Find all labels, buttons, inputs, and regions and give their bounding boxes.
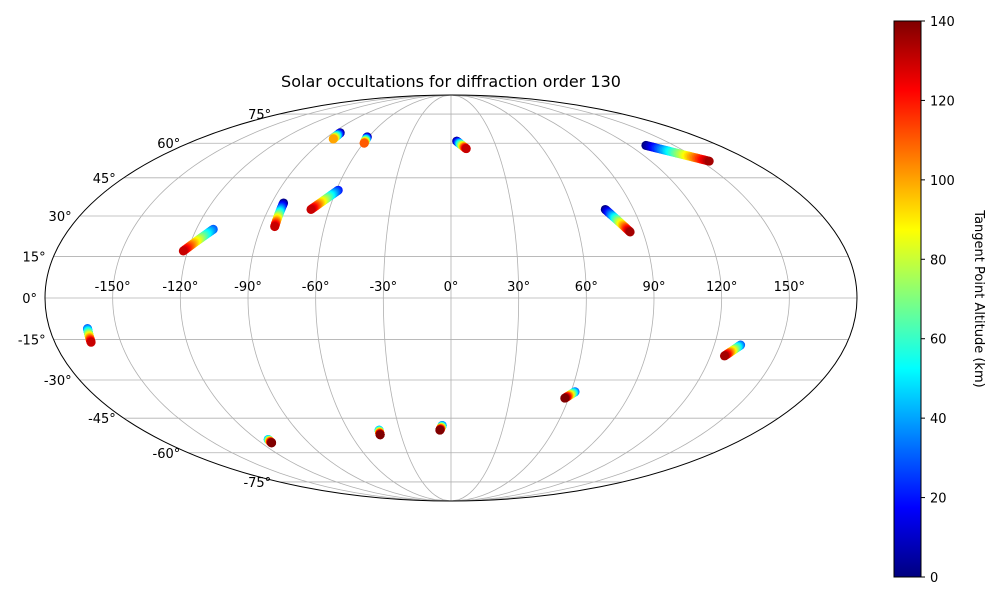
data-point <box>306 204 316 214</box>
data-point <box>375 430 385 440</box>
x-tick-label: -60° <box>302 280 330 295</box>
data-points <box>83 128 746 448</box>
data-point <box>86 337 96 347</box>
y-tick-label: -15° <box>18 334 46 349</box>
data-point <box>435 425 445 435</box>
data-point <box>270 222 280 232</box>
data-point <box>359 138 369 148</box>
colorbar-label: Tangent Point Altitude (km) <box>971 209 986 387</box>
colorbar-tick-label: 100 <box>930 174 955 189</box>
colorbar-tick-label: 0 <box>930 571 938 586</box>
colorbar-ticks: 0 20 40 60 80 100 120 140 <box>921 15 955 586</box>
y-tick-label: 30° <box>49 210 72 225</box>
data-point <box>704 156 714 166</box>
y-tick-label: 15° <box>23 250 46 265</box>
gridlines <box>45 95 857 501</box>
x-tick-label: 150° <box>774 280 805 295</box>
map-outline <box>44 94 858 502</box>
chart-title: Solar occultations for diffraction order… <box>281 72 621 91</box>
x-tick-label: 60° <box>575 280 598 295</box>
x-tick-label: -90° <box>234 280 262 295</box>
y-tick-label: -75° <box>243 476 271 491</box>
x-tick-label: 120° <box>706 280 737 295</box>
y-tick-label: -60° <box>153 447 181 462</box>
data-point <box>719 351 729 361</box>
x-tick-label: -120° <box>162 280 198 295</box>
data-point <box>267 438 277 448</box>
colorbar-tick-label: 40 <box>930 412 947 427</box>
colorbar-tick-label: 120 <box>930 94 955 109</box>
y-tick-label: -30° <box>44 374 72 389</box>
data-point <box>560 393 570 403</box>
x-tick-label: 0° <box>444 280 459 295</box>
x-tick-label: 90° <box>642 280 665 295</box>
x-tick-label: -30° <box>369 280 397 295</box>
y-tick-label: 60° <box>157 137 180 152</box>
y-tick-labels: -75° -60° -45° -30° -15° 0° 15° 30° 45° 60° 75° <box>18 108 271 491</box>
x-tick-label: 30° <box>507 280 530 295</box>
colorbar-tick-label: 80 <box>930 253 947 268</box>
y-tick-label: 45° <box>93 172 116 187</box>
x-tick-label: -150° <box>95 280 131 295</box>
data-point <box>625 227 635 237</box>
y-tick-label: -45° <box>88 412 116 427</box>
data-point <box>178 246 188 256</box>
data-point <box>328 134 338 144</box>
y-tick-label: 0° <box>22 292 37 307</box>
colorbar-tick-label: 140 <box>930 15 955 30</box>
colorbar-gradient <box>893 20 922 578</box>
data-point <box>461 144 471 154</box>
colorbar-tick-label: 20 <box>930 492 947 507</box>
colorbar-tick-label: 60 <box>930 333 947 348</box>
x-tick-labels: -150° -120° -90° -60° -30° 0° 30° 60° 90° 120° 150… <box>95 280 805 295</box>
colorbar: 0 20 40 60 80 100 120 140 Tangent Point Altitud… <box>893 15 986 586</box>
y-tick-label: 75° <box>248 108 271 123</box>
